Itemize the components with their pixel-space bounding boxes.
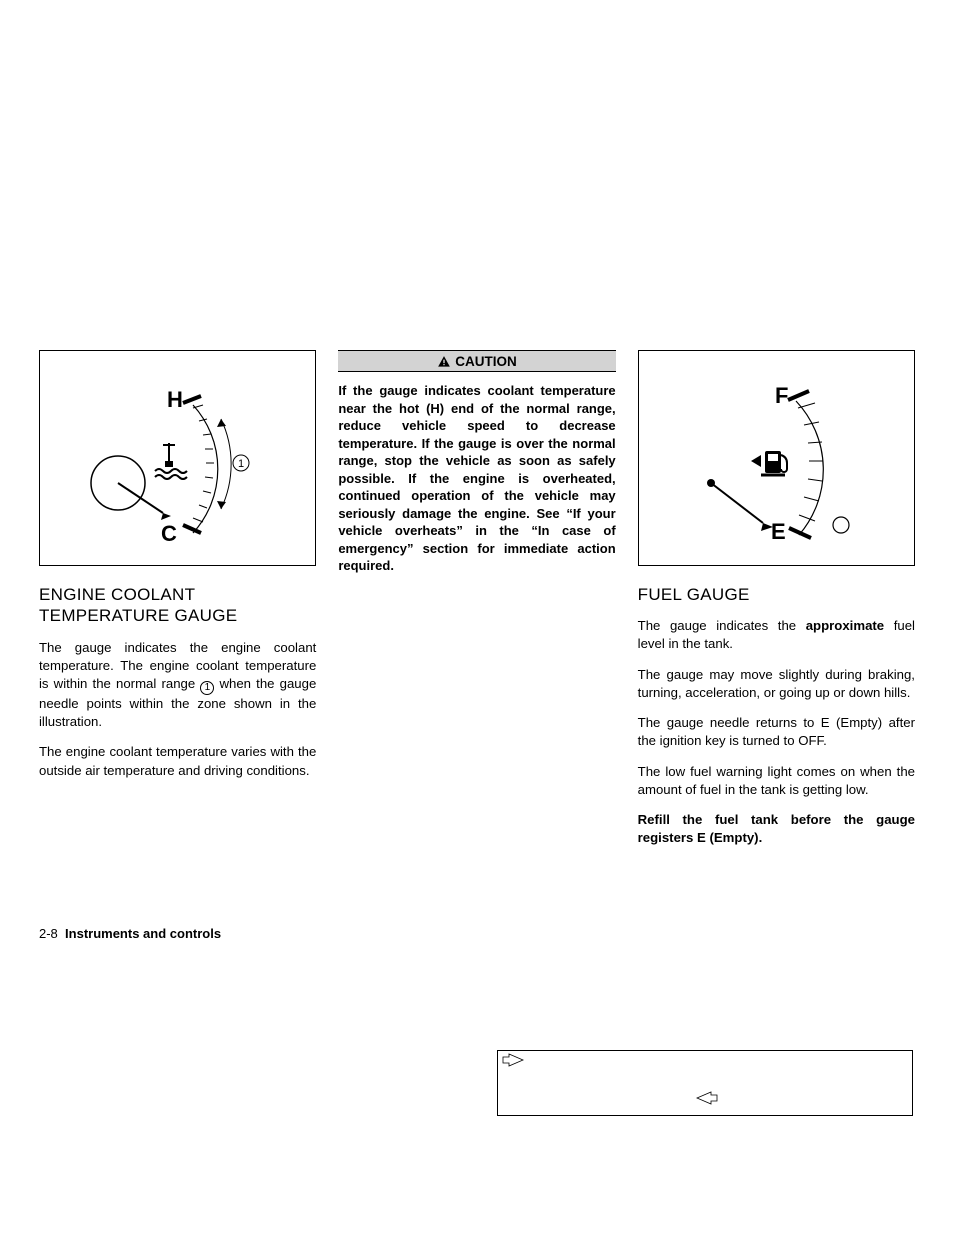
page-number: 2-8 bbox=[39, 926, 58, 941]
fuel-para-5-bold: Refill the fuel tank before the gauge re… bbox=[638, 812, 915, 845]
columns: H C 1 ENGINE COOLANT TEMPERATURE GAUG bbox=[39, 350, 915, 859]
fuel-para-1a: The gauge indicates the bbox=[638, 618, 806, 633]
fuel-para-3: The gauge needle returns to E (Empty) af… bbox=[638, 714, 915, 750]
temp-heading: ENGINE COOLANT TEMPERATURE GAUGE bbox=[39, 584, 316, 627]
fuel-gauge-figure: F E bbox=[638, 350, 915, 566]
temp-gauge-figure: H C 1 bbox=[39, 350, 316, 566]
column-left: H C 1 ENGINE COOLANT TEMPERATURE GAUG bbox=[39, 350, 316, 859]
temp-para-2: The engine coolant temperature varies wi… bbox=[39, 743, 316, 779]
fuel-para-2: The gauge may move slightly during braki… bbox=[638, 666, 915, 702]
page-footer: 2-8 Instruments and controls bbox=[39, 926, 221, 1105]
svg-text:C: C bbox=[161, 521, 177, 543]
svg-text:E: E bbox=[771, 519, 786, 543]
circled-one-icon: 1 bbox=[200, 681, 214, 695]
svg-text:1: 1 bbox=[238, 458, 244, 470]
fuel-para-5: Refill the fuel tank before the gauge re… bbox=[638, 811, 915, 847]
column-right: F E FUEL GAUGE The gauge indica bbox=[638, 350, 915, 859]
caution-header: CAUTION bbox=[338, 350, 615, 372]
svg-text:F: F bbox=[775, 383, 788, 408]
column-middle: CAUTION If the gauge indicates coolant t… bbox=[338, 350, 615, 859]
fuel-para-1: The gauge indicates the approximate fuel… bbox=[638, 617, 915, 653]
temp-para-1: The gauge indicates the engine coolant t… bbox=[39, 639, 316, 732]
fuel-heading: FUEL GAUGE bbox=[638, 584, 915, 605]
caution-label: CAUTION bbox=[455, 354, 517, 369]
fuel-para-4: The low fuel warning light comes on when… bbox=[638, 763, 915, 799]
hand-point-left-icon bbox=[696, 1091, 718, 1105]
temp-gauge-icon: H C 1 bbox=[83, 373, 273, 543]
document-page: H C 1 ENGINE COOLANT TEMPERATURE GAUG bbox=[39, 350, 915, 859]
warning-triangle-icon bbox=[437, 355, 451, 369]
fuel-para-1-bold: approximate bbox=[806, 618, 884, 633]
revision-box bbox=[497, 1050, 913, 1116]
caution-body: If the gauge indicates coolant temperatu… bbox=[338, 382, 615, 575]
hand-point-right-icon bbox=[502, 1053, 524, 1067]
svg-text:H: H bbox=[167, 387, 183, 412]
section-title: Instruments and controls bbox=[65, 926, 221, 941]
fuel-gauge-icon: F E bbox=[681, 373, 871, 543]
